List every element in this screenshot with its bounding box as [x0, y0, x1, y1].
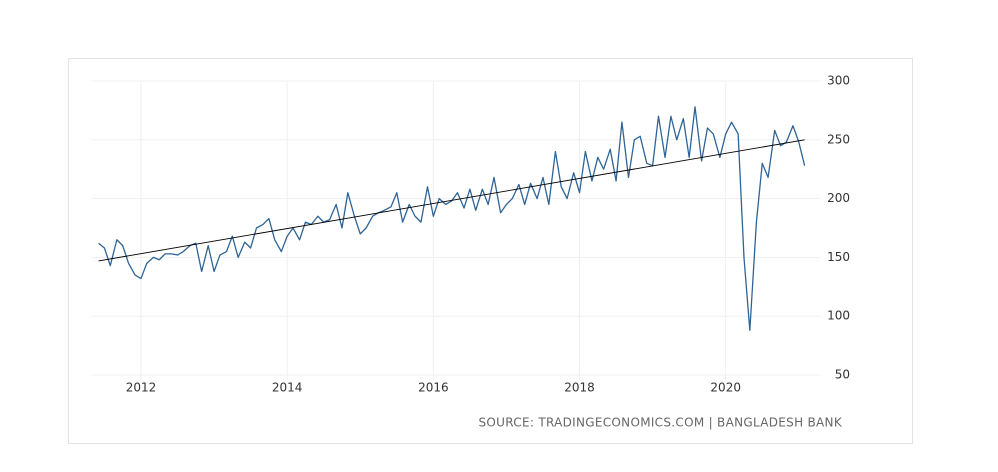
- data-line: [98, 106, 806, 331]
- x-tick-label: 2016: [418, 381, 449, 395]
- y-tick-label: 300: [827, 74, 850, 88]
- source-note: SOURCE: TRADINGECONOMICS.COM | BANGLADES…: [479, 416, 843, 430]
- x-tick-label: 2018: [564, 381, 595, 395]
- y-tick-label: 150: [827, 250, 850, 264]
- x-tick-label: 2020: [710, 381, 741, 395]
- y-tick-label: 250: [827, 132, 850, 146]
- x-tick-label: 2014: [272, 381, 303, 395]
- x-tick-label: 2012: [126, 381, 157, 395]
- y-tick-label: 200: [827, 191, 850, 205]
- chart-frame: [68, 58, 913, 444]
- y-tick-label: 100: [827, 309, 850, 323]
- y-tick-label: 50: [835, 368, 850, 382]
- trend-line: [98, 139, 805, 262]
